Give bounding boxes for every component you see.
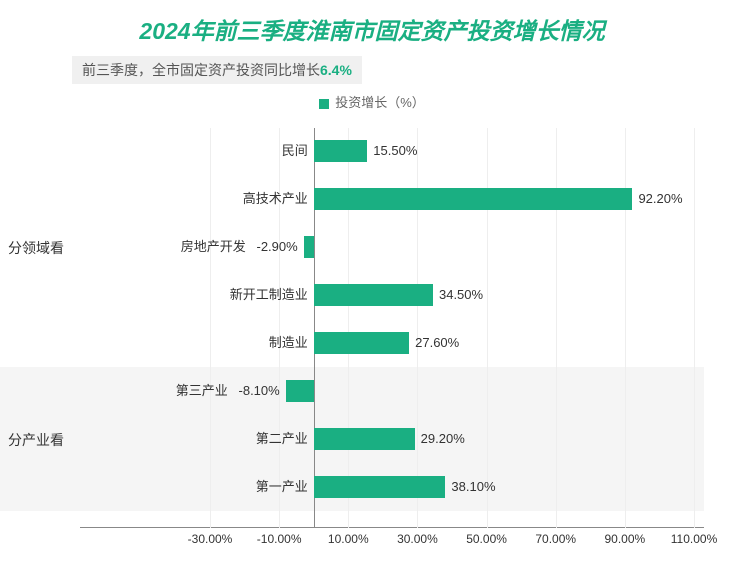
x-axis: -30.00% -10.00% 10.00% 30.00% 50.00% 70.00% 90… bbox=[80, 532, 704, 552]
subtitle: 前三季度，全市固定资产投资同比增长6.4% bbox=[72, 56, 362, 84]
legend-label: 投资增长（%） bbox=[335, 95, 425, 110]
group-label: 分产业看 bbox=[8, 430, 64, 450]
category-label: 第一产业 bbox=[256, 476, 308, 498]
legend: 投资增长（%） bbox=[0, 92, 744, 111]
bar bbox=[314, 476, 446, 498]
x-axis-line bbox=[80, 527, 704, 528]
subtitle-wrap: 前三季度，全市固定资产投资同比增长6.4% bbox=[72, 56, 744, 84]
bar-value-label: 92.20% bbox=[638, 188, 682, 210]
x-tick-label: -30.00% bbox=[188, 532, 233, 546]
category-label: 第三产业 bbox=[176, 380, 228, 402]
x-tick-label: 10.00% bbox=[328, 532, 369, 546]
category-label: 制造业 bbox=[269, 332, 308, 354]
x-tick-label: 30.00% bbox=[397, 532, 438, 546]
bar-value-label: 27.60% bbox=[415, 332, 459, 354]
chart-container: 2024年前三季度淮南市固定资产投资增长情况 前三季度，全市固定资产投资同比增长… bbox=[0, 0, 744, 585]
bar-value-label: -2.90% bbox=[257, 236, 298, 258]
bar-value-label: -8.10% bbox=[239, 380, 280, 402]
x-tick-label: 90.00% bbox=[604, 532, 645, 546]
bar bbox=[314, 332, 409, 354]
bar bbox=[304, 236, 314, 258]
category-label: 新开工制造业 bbox=[230, 284, 308, 306]
bar bbox=[314, 284, 433, 306]
category-label: 高技术产业 bbox=[243, 188, 308, 210]
x-tick-label: 110.00% bbox=[671, 532, 717, 546]
group-label: 分领域看 bbox=[8, 238, 64, 258]
bar bbox=[314, 188, 633, 210]
category-label: 第二产业 bbox=[256, 428, 308, 450]
bar bbox=[314, 428, 415, 450]
bar-value-label: 34.50% bbox=[439, 284, 483, 306]
category-label: 房地产开发 bbox=[181, 236, 246, 258]
plot-area: -30.00%-10.00%10.00%30.00%50.00%70.00%90… bbox=[80, 128, 704, 528]
bar bbox=[286, 380, 314, 402]
x-tick-label: 70.00% bbox=[535, 532, 576, 546]
subtitle-prefix: 前三季度，全市固定资产投资同比增长 bbox=[82, 62, 320, 78]
bar-value-label: 38.10% bbox=[451, 476, 495, 498]
bar-value-label: 29.20% bbox=[421, 428, 465, 450]
legend-marker bbox=[319, 99, 329, 109]
chart-title: 2024年前三季度淮南市固定资产投资增长情况 bbox=[0, 0, 744, 46]
grid-line bbox=[694, 128, 695, 528]
bar bbox=[314, 140, 368, 162]
x-tick-label: 50.00% bbox=[466, 532, 507, 546]
category-label: 民间 bbox=[282, 140, 308, 162]
bar-value-label: 15.50% bbox=[373, 140, 417, 162]
x-tick-label: -10.00% bbox=[257, 532, 302, 546]
subtitle-highlight: 6.4% bbox=[320, 62, 352, 78]
grid-line bbox=[210, 128, 211, 528]
